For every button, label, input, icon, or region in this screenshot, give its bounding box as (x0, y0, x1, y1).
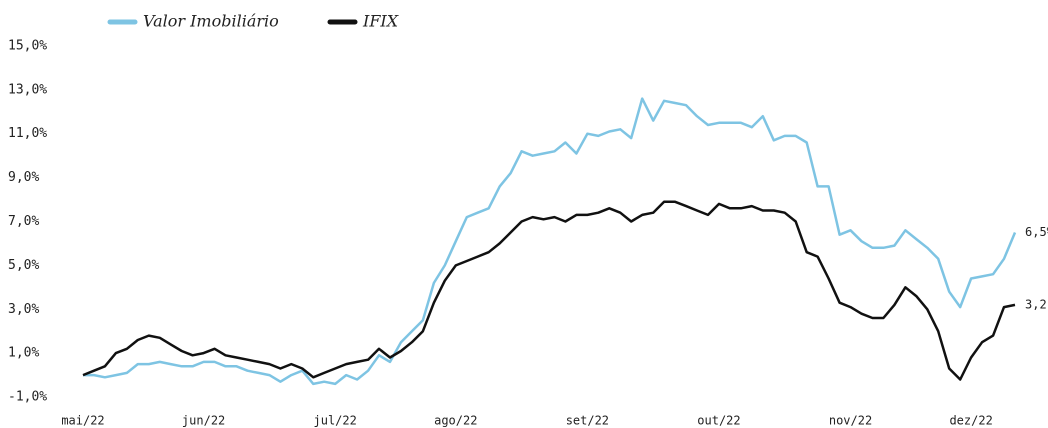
series-line (83, 97, 1017, 386)
y-tick-label: 5,0% (8, 258, 39, 273)
y-tick-label: 1,0% (8, 346, 39, 361)
series-line (82, 200, 1016, 381)
x-tick-label: out/22 (697, 414, 740, 428)
y-tick-label: 9,0% (8, 170, 39, 185)
x-tick-label: dez/22 (949, 414, 992, 428)
legend-label: IFIX (362, 12, 399, 31)
x-tick-label: ago/22 (434, 414, 477, 428)
end-label: 3,2 (1025, 297, 1047, 311)
legend-label: Valor Imobiliário (143, 12, 279, 31)
y-tick-label: 3,0% (8, 302, 39, 317)
x-tick-label: jul/22 (314, 414, 357, 428)
y-tick-label: 7,0% (8, 214, 39, 229)
y-tick-label: -1,0% (8, 390, 47, 405)
x-tick-label: set/22 (566, 414, 609, 428)
y-tick-label: 11,0% (8, 126, 47, 141)
x-tick-label: jun/22 (182, 414, 225, 428)
end-label: 6,5% (1025, 225, 1048, 239)
x-tick-label: mai/22 (61, 414, 104, 428)
y-tick-label: 13,0% (8, 82, 47, 97)
x-tick-label: nov/22 (829, 414, 872, 428)
y-tick-label: 15,0% (8, 38, 47, 53)
